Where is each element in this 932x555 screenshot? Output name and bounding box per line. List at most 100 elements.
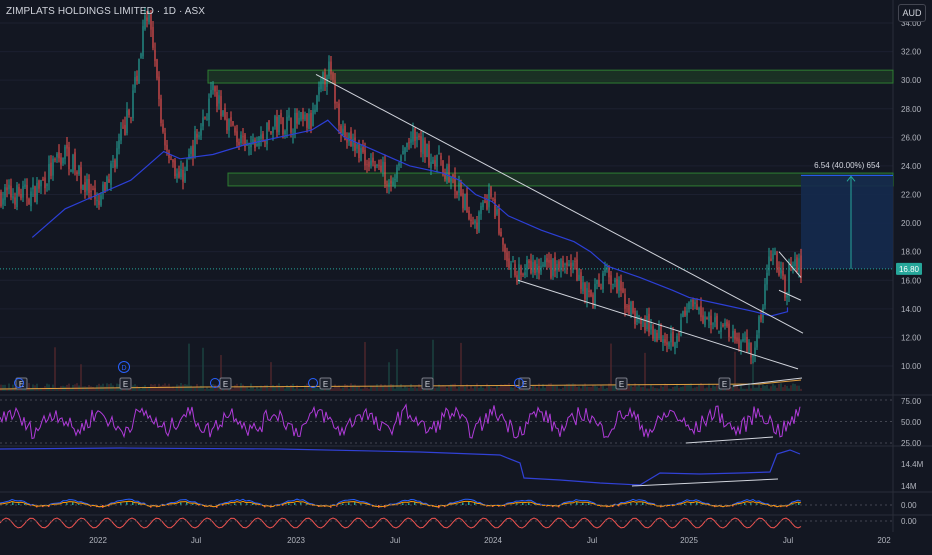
candle-body (532, 262, 533, 272)
volume-bar (396, 349, 397, 391)
resistance-zone (228, 173, 893, 186)
volume-bar (770, 386, 771, 391)
candle-body (576, 259, 577, 280)
candle-body (638, 316, 639, 317)
target-range-box (801, 175, 893, 268)
volume-bar (740, 386, 741, 391)
volume-bar (540, 388, 541, 391)
osc-histogram-bar (792, 504, 794, 505)
volume-bar (374, 387, 375, 391)
volume-bar (258, 389, 259, 391)
candle-body (310, 113, 311, 129)
candle-body (116, 148, 117, 166)
volume-bar (558, 389, 559, 391)
candle-body (750, 342, 751, 357)
candle-body (486, 201, 487, 210)
volume-bar (12, 385, 13, 391)
volume-bar (408, 388, 409, 391)
candle-body (564, 264, 565, 265)
volume-bar (672, 387, 673, 391)
candle-body (542, 265, 543, 267)
candle-body (364, 150, 365, 166)
candle-body (728, 324, 729, 337)
osc-histogram-bar (132, 502, 134, 505)
candle-body (460, 181, 461, 195)
volume-bar (592, 385, 593, 391)
volume-bar (82, 387, 83, 391)
candle-body (396, 167, 397, 178)
earnings-marker-label: E (619, 380, 624, 389)
osc-histogram-bar (18, 503, 20, 505)
volume-bar (192, 387, 193, 391)
time-tick-label: Jul (783, 536, 793, 545)
price-axis: 34.0032.0030.0028.0026.0024.0022.0020.00… (896, 19, 924, 526)
volume-bar (216, 385, 217, 391)
osc-histogram-bar (798, 503, 800, 505)
time-tick-label: 2024 (484, 536, 502, 545)
candle-body (314, 110, 315, 113)
earnings-icon[interactable]: E (320, 378, 331, 389)
candle-body (8, 185, 9, 189)
candle-body (514, 264, 515, 275)
osc-tick-label: 0.00 (901, 517, 917, 526)
volume-bar (452, 384, 453, 391)
earnings-icon[interactable]: E (616, 378, 627, 389)
candle-body (162, 124, 163, 132)
candle-body (128, 110, 129, 115)
volume-bar (342, 388, 343, 391)
volume-bar (208, 389, 209, 391)
volume-bar (70, 389, 71, 391)
volume-bar (156, 388, 157, 391)
volume-bar (492, 388, 493, 391)
candle-body (410, 139, 411, 142)
candle-body (134, 77, 135, 88)
candle-body (190, 148, 191, 154)
volume-bar (194, 388, 195, 391)
candle-body (216, 92, 217, 106)
candle-body (34, 186, 35, 202)
volume-bar (0, 385, 1, 391)
candle-body (328, 62, 329, 77)
time-tick-label: 2023 (287, 536, 305, 545)
volume-bar (368, 389, 369, 391)
volume-bar (778, 384, 779, 391)
candle-body (732, 331, 733, 338)
candle-body (688, 302, 689, 309)
volume-bar (588, 387, 589, 391)
volume-bar (656, 388, 657, 391)
candle-body (254, 140, 255, 148)
time-tick-label: Jul (191, 536, 201, 545)
candle-body (588, 290, 589, 292)
price-tick-label: 20.00 (901, 219, 922, 228)
currency-button[interactable]: AUD (898, 4, 926, 22)
volume-bar (292, 384, 293, 391)
candle-body (224, 108, 225, 119)
candle-body (554, 257, 555, 271)
candle-body (374, 165, 375, 168)
candle-body (106, 177, 107, 190)
candle-body (308, 114, 309, 130)
candle-body (140, 54, 141, 59)
candle-body (572, 263, 573, 266)
candle-body (408, 142, 409, 143)
dividend-icon[interactable]: D (119, 362, 130, 373)
volume-bar (382, 386, 383, 391)
candle-body (662, 339, 663, 343)
earnings-icon[interactable]: E (719, 378, 730, 389)
earnings-icon[interactable]: E (120, 378, 131, 389)
earnings-icon[interactable]: E (422, 378, 433, 389)
volume-bar (494, 388, 495, 391)
volume-bar (394, 389, 395, 391)
osc-histogram-bar (342, 504, 344, 505)
candle-body (276, 117, 277, 133)
volume-bar (744, 389, 745, 391)
candle-body (246, 145, 247, 146)
candle-body (752, 355, 753, 357)
volume-bar (350, 383, 351, 391)
candle-body (700, 306, 701, 317)
volume-bar (170, 388, 171, 391)
candle-body (522, 274, 523, 275)
earnings-icon[interactable]: E (220, 378, 231, 389)
